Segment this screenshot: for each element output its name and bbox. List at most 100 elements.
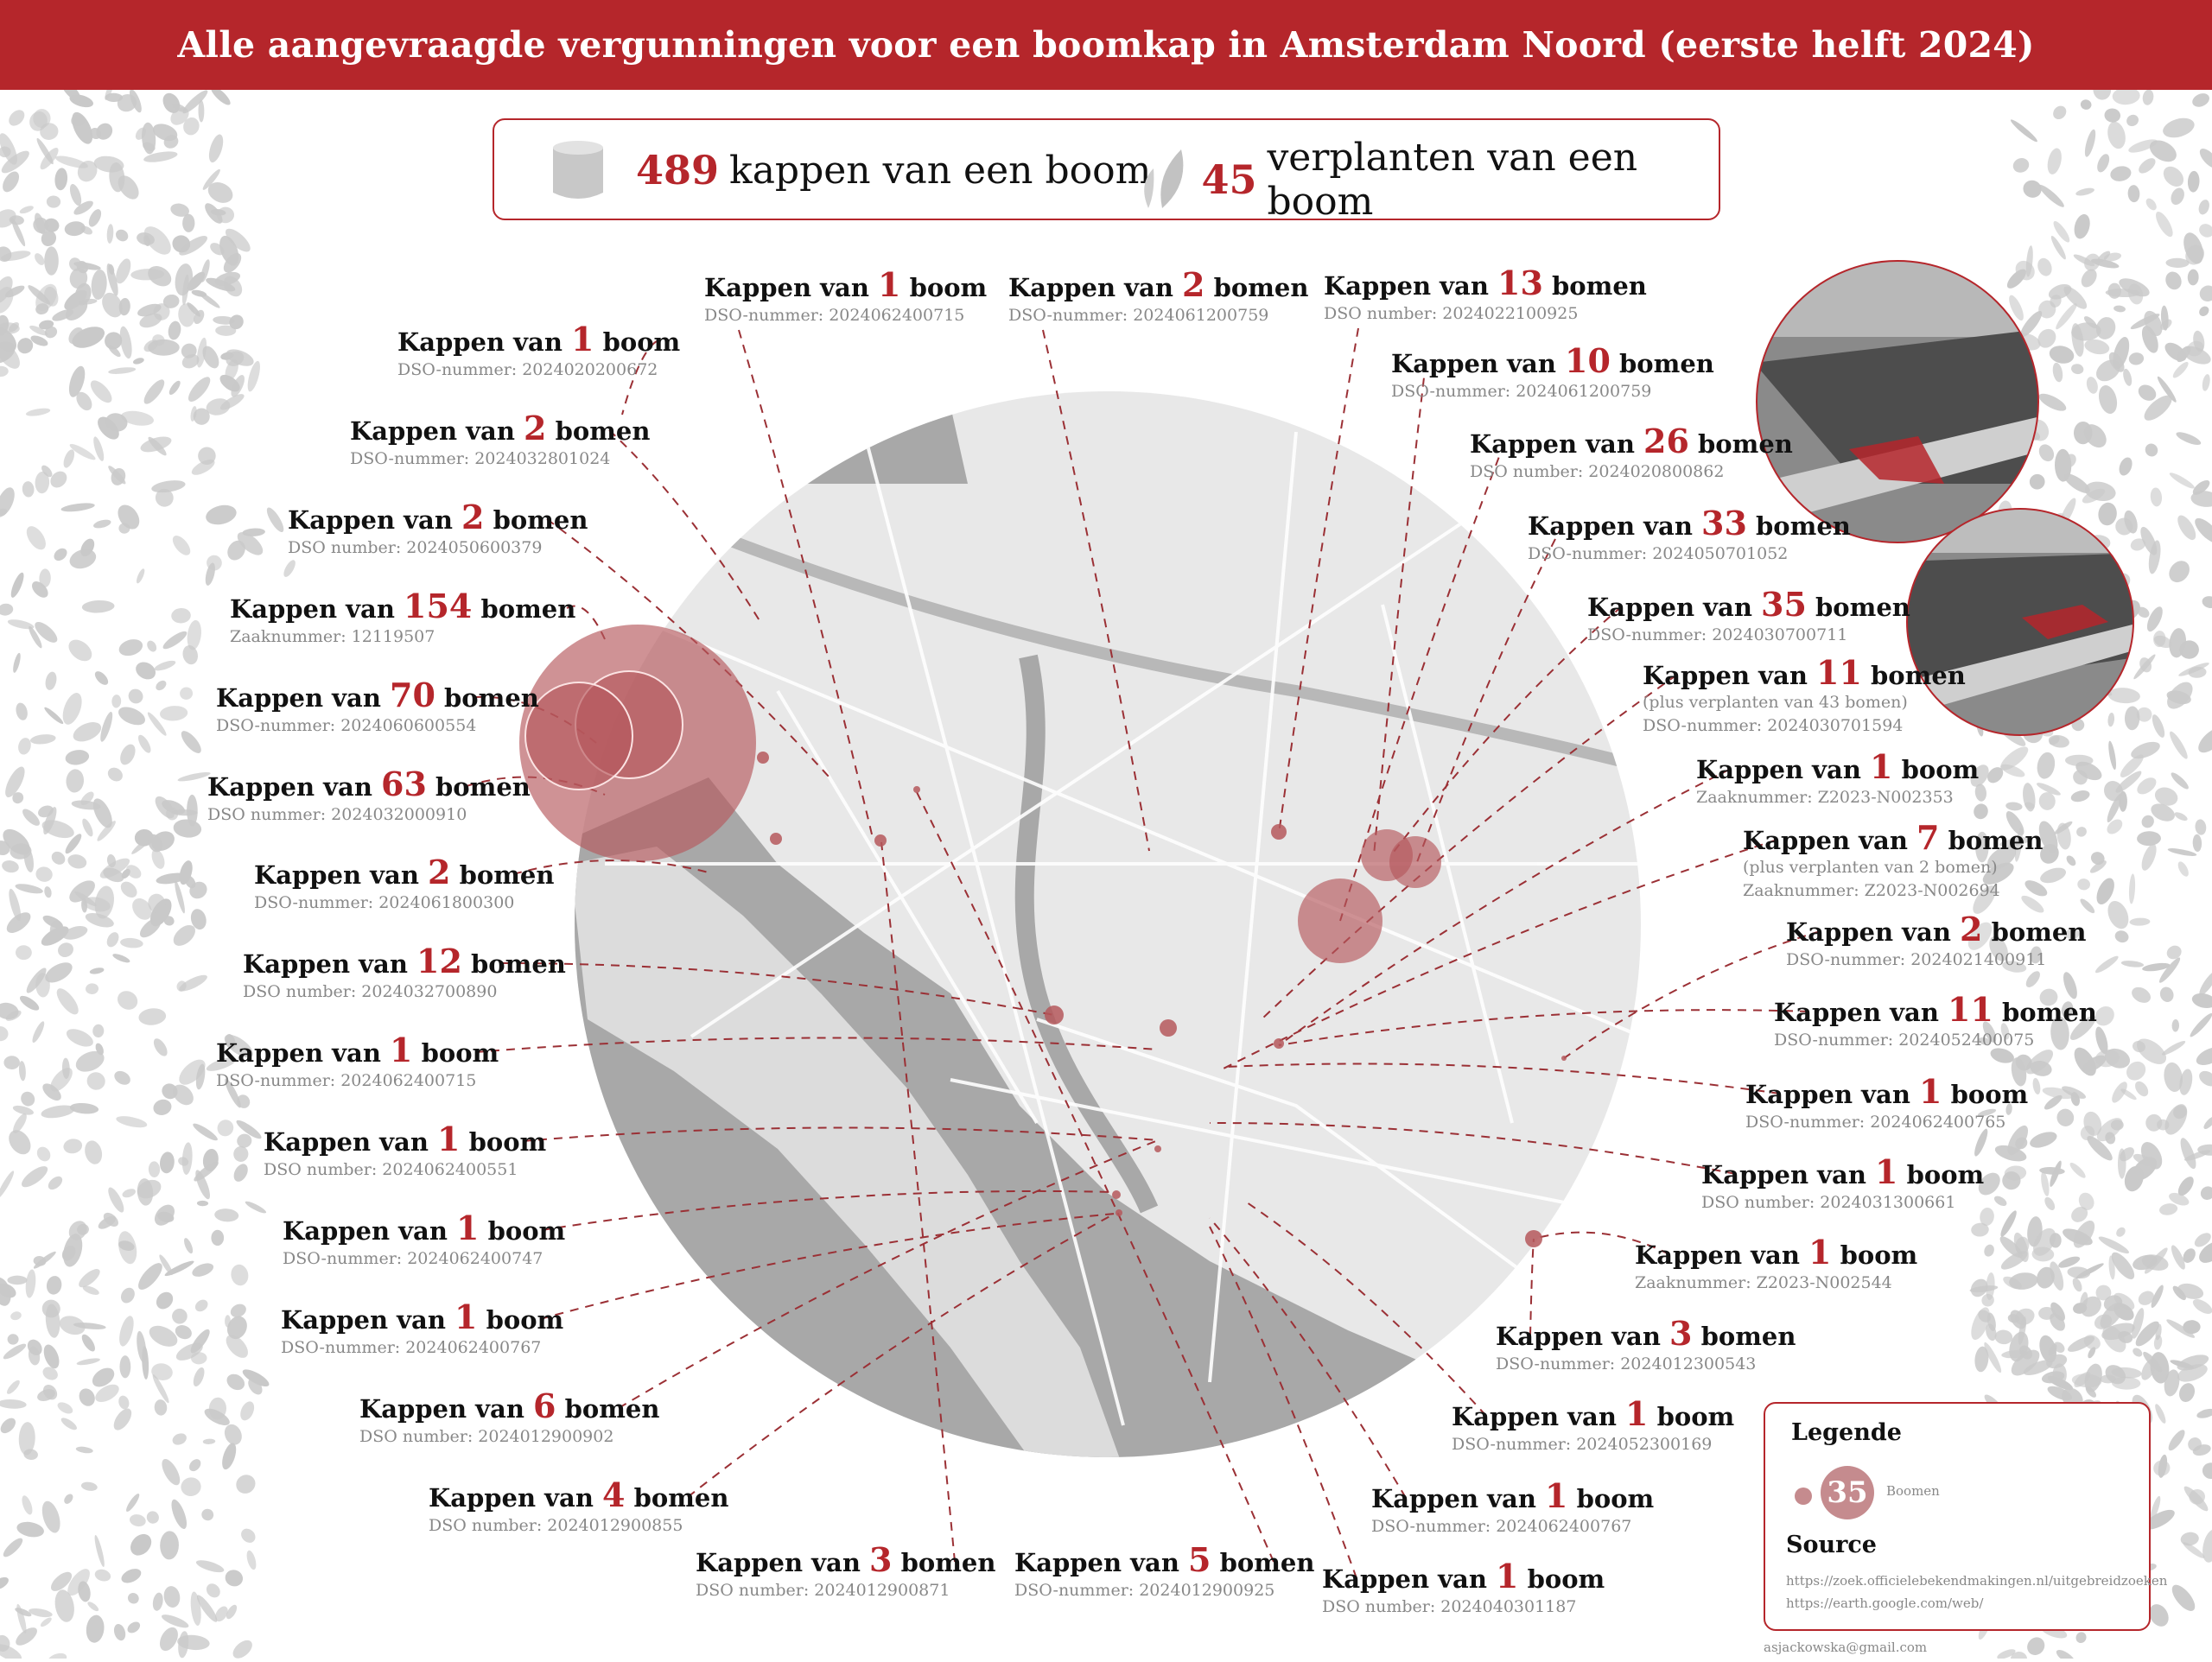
permit-label: Kappen van 1 boom Zaaknummer: Z2023-N0023… — [1696, 751, 1980, 809]
tree-unit: boom — [468, 1127, 547, 1157]
permit-label: Kappen van 1 boom Zaaknummer: Z2023-N0025… — [1635, 1236, 1917, 1295]
permit-title: Kappen van 12 bomen — [243, 945, 566, 980]
permit-prefix: Kappen van — [1743, 826, 1908, 855]
permit-bubble — [1154, 1145, 1161, 1152]
legend-title: Legende — [1791, 1419, 1902, 1446]
permit-label: Kappen van 6 bomen DSO number: 2024012900… — [359, 1390, 659, 1449]
aerial-photo-2 — [1907, 509, 2133, 735]
foliage-left-decoration — [0, 79, 363, 1662]
leader-line — [1243, 1200, 1487, 1417]
permit-number: DSO number: 2024022100925 — [1324, 304, 1579, 323]
permit-number: DSO-nummer: 2024032801024 — [350, 449, 611, 468]
tree-count: 1 — [1496, 1557, 1519, 1595]
permit-bubble — [1525, 1230, 1542, 1247]
permit-prefix: Kappen van — [254, 860, 419, 890]
tree-count: 1 — [1808, 1233, 1832, 1272]
tree-unit: boom — [486, 1305, 564, 1335]
permit-label: Kappen van 1 boom DSO number: 20240403011… — [1322, 1560, 1605, 1619]
permit-prefix: Kappen van — [216, 1038, 381, 1068]
tree-count: 35 — [1761, 585, 1807, 624]
tree-count: 5 — [1188, 1540, 1211, 1579]
permit-prefix: Kappen van — [397, 327, 563, 357]
leader-line — [1390, 606, 1623, 856]
permit-title: Kappen van 7 bomen — [1743, 821, 2043, 856]
leader-line — [1042, 329, 1150, 852]
permit-number: DSO-nummer: 2024061800300 — [254, 893, 515, 912]
tree-count: 4 — [602, 1475, 626, 1514]
tree-count: 1 — [1545, 1476, 1568, 1515]
permit-title: Kappen van 1 boom — [1701, 1156, 1984, 1190]
leader-line — [608, 429, 761, 623]
source-link[interactable]: https://earth.google.com/web/ — [1786, 1595, 1984, 1611]
leader-line — [1278, 1009, 1809, 1046]
permit-label: Kappen van 11 bomen DSO-nummer: 202405240… — [1774, 993, 2097, 1052]
permit-prefix: Kappen van — [288, 505, 453, 535]
permit-title: Kappen van 1 boom — [1452, 1398, 1735, 1432]
permit-title: Kappen van 1 boom — [1635, 1236, 1917, 1271]
permit-title: Kappen van 11 bomen — [1774, 993, 2097, 1028]
tree-count: 2 — [428, 853, 451, 891]
permit-label: Kappen van 13 bomen DSO number: 202402210… — [1324, 267, 1647, 326]
permit-prefix: Kappen van — [1528, 511, 1693, 541]
permit-number: DSO-nummer: 2024020200672 — [397, 360, 658, 379]
permit-title: Kappen van 1 boom — [1371, 1480, 1654, 1514]
permit-bubble — [1274, 1038, 1284, 1049]
tree-unit: boom — [1656, 1402, 1735, 1431]
permit-title: Kappen van 1 boom — [283, 1212, 565, 1246]
permit-number: DSO-nummer: 2024021400911 — [1786, 950, 2047, 969]
permit-number: Zaaknummer: Z2023-N002694 — [1743, 881, 2000, 900]
permit-label: Kappen van 1 boom DSO-nummer: 20240523001… — [1452, 1398, 1735, 1456]
permit-bubble — [757, 752, 769, 764]
permit-label: Kappen van 11 bomen (plus verplanten van … — [1643, 657, 1966, 738]
permit-number: DSO nummer: 2024032000910 — [207, 805, 467, 824]
leader-line — [1416, 524, 1563, 863]
permit-number: DSO number: 2024012900871 — [696, 1581, 950, 1600]
tree-unit: boom — [1527, 1564, 1605, 1594]
tree-unit: boom — [1901, 755, 1980, 784]
tree-count: 26 — [1643, 422, 1689, 460]
permit-bubble — [1389, 836, 1441, 888]
tree-count: 1 — [390, 1031, 413, 1069]
permit-title: Kappen van 2 bomen — [1008, 269, 1309, 303]
tree-unit: bomen — [1213, 273, 1309, 302]
tree-count: 1 — [878, 265, 901, 304]
tree-count: 154 — [404, 587, 473, 625]
permit-number: DSO-nummer: 2024030701594 — [1643, 716, 1904, 735]
source-link[interactable]: https://zoek.officielebekendmakingen.nl/… — [1786, 1573, 2168, 1589]
permit-bubble — [1116, 1209, 1122, 1216]
leader-line — [1278, 327, 1359, 834]
tree-count: 1 — [1870, 747, 1893, 786]
felling-text: kappen van een boom — [729, 148, 1152, 193]
permit-title: Kappen van 11 bomen — [1643, 657, 1966, 691]
permit-prefix: Kappen van — [1745, 1080, 1910, 1109]
leader-line — [738, 329, 874, 839]
leader-line — [1209, 1121, 1737, 1175]
permit-title: Kappen van 26 bomen — [1470, 425, 1793, 460]
permit-label: Kappen van 2 bomen DSO-nummer: 2024061800… — [254, 856, 554, 915]
tree-unit: bomen — [555, 416, 651, 446]
permit-title: Kappen van 33 bomen — [1528, 507, 1851, 542]
permit-prefix: Kappen van — [1008, 273, 1173, 302]
legend-large-bubble: 35 — [1821, 1466, 1874, 1519]
permit-label: Kappen van 3 bomen DSO-nummer: 2024012300… — [1496, 1317, 1796, 1376]
summary-box: 489 kappen van een boom 45 verplanten va… — [493, 118, 1720, 224]
permit-prefix: Kappen van — [1452, 1402, 1617, 1431]
tree-unit: bomen — [2002, 998, 2097, 1027]
leader-line — [915, 790, 1274, 1563]
permit-number: DSO-nummer: 2024030700711 — [1587, 625, 1848, 644]
permit-number: DSO-nummer: 2024061200759 — [1391, 382, 1652, 401]
tree-count: 1 — [437, 1120, 461, 1158]
permit-label: Kappen van 1 boom DSO-nummer: 20240624007… — [283, 1212, 565, 1271]
permit-label: Kappen van 7 bomen (plus verplanten van 2… — [1743, 821, 2043, 903]
leader-line — [539, 1213, 1116, 1320]
permit-number: DSO number: 2024012900902 — [359, 1427, 614, 1446]
leader-line — [880, 841, 956, 1563]
permit-prefix: Kappen van — [1786, 917, 1951, 947]
permit-prefix: Kappen van — [359, 1394, 524, 1424]
permit-bubble — [1112, 1190, 1121, 1199]
permit-title: Kappen van 35 bomen — [1587, 588, 1910, 623]
tree-unit: bomen — [1756, 511, 1851, 541]
permit-number: DSO number: 2024050600379 — [288, 538, 543, 557]
permit-label: Kappen van 1 boom DSO-nummer: 20240202006… — [397, 323, 680, 382]
permit-bubble — [770, 833, 782, 845]
